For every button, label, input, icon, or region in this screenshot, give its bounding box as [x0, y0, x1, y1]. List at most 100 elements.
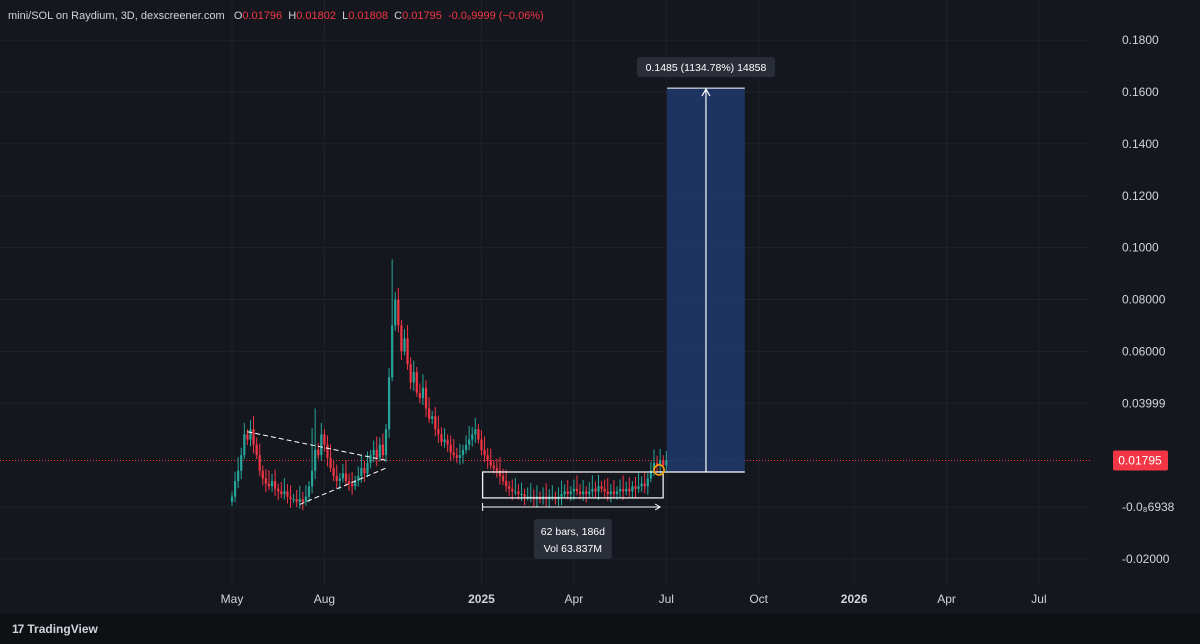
candle-body [406, 338, 409, 365]
grid-lines [0, 0, 1090, 585]
candle-body [458, 455, 462, 458]
candles [230, 259, 668, 511]
low-label: L [342, 10, 349, 22]
low-value: 0.01808 [348, 10, 388, 22]
candle-body [258, 455, 261, 471]
projection-arrow-head [701, 87, 711, 97]
y-axis[interactable]: 0.1800 0.1600 0.1400 0.1200 0.1000 0.08000 0.0… [1113, 33, 1175, 566]
candle-body [640, 483, 643, 487]
candle-body [455, 455, 458, 458]
x-tick-label[interactable]: Apr [565, 592, 584, 606]
candle-body [421, 387, 425, 399]
candle-body [329, 457, 332, 469]
candle-body [659, 460, 662, 466]
candle-body [286, 491, 289, 497]
candle-body [452, 452, 455, 456]
projection-layer: 0.1485 (1134.78%) 14858 [636, 57, 775, 473]
candle-body [240, 455, 243, 471]
candle-body [326, 444, 329, 458]
candle-body [597, 486, 600, 492]
candle-body [652, 462, 656, 471]
candle-body [338, 478, 341, 482]
y-tick-label[interactable]: -0.02000 [1122, 552, 1170, 566]
candle-body [323, 434, 326, 445]
candle-body [468, 439, 471, 445]
footer-bar: 17 TradingView [0, 614, 1200, 644]
candle-body [437, 429, 440, 435]
candle-body [233, 481, 237, 497]
candle-body [600, 486, 603, 489]
candle-body [317, 449, 320, 456]
candle-body [237, 470, 240, 482]
date-range-label-bg [533, 519, 612, 559]
y-tick-label[interactable]: 0.08000 [1122, 293, 1166, 307]
candle-body [344, 473, 348, 482]
candle-body [424, 387, 428, 409]
candle-body [483, 449, 486, 456]
projection-label-bg [636, 57, 775, 78]
candle-body [391, 325, 394, 378]
y-tick-label[interactable]: 0.03999 [1122, 396, 1166, 410]
x-tick-label[interactable]: May [221, 592, 244, 606]
y-tick-label[interactable]: 0.1600 [1122, 85, 1159, 99]
candle-body [246, 434, 249, 440]
x-tick-label[interactable]: Aug [314, 592, 335, 606]
candle-body [631, 486, 634, 492]
high-label: H [288, 10, 297, 22]
candle-body [295, 499, 298, 502]
x-tick-label[interactable]: Oct [749, 592, 768, 606]
candle-body [523, 494, 526, 497]
y-tick-label[interactable]: 0.1400 [1122, 137, 1159, 151]
candle-body [585, 491, 588, 495]
last-price-tag-bg [1113, 450, 1168, 471]
candle-body [400, 325, 403, 352]
candle-body [563, 491, 566, 495]
x-axis[interactable]: May Aug 2025 Apr Jul Oct 2026 Apr Jul [221, 592, 1047, 606]
open-label: O [233, 10, 243, 22]
candle-body [477, 429, 480, 440]
candle-body [508, 486, 511, 489]
x-tick-label[interactable]: Apr [937, 592, 956, 606]
y-tick-label[interactable]: 0.1000 [1122, 241, 1159, 255]
candle-body [526, 496, 529, 498]
candle-body [609, 491, 612, 495]
candle-body [486, 455, 489, 461]
candle-body [354, 481, 357, 487]
candle-body [270, 481, 274, 487]
candle-body [304, 496, 308, 502]
candle-body [665, 460, 668, 466]
candle-body [560, 494, 563, 497]
candle-body [366, 462, 369, 474]
candle-body [572, 488, 575, 492]
candle-body [618, 488, 622, 492]
candle-body [375, 449, 378, 458]
candle-body [267, 483, 271, 487]
x-tick-label[interactable]: Jul [659, 592, 674, 606]
candle-body [314, 449, 317, 471]
candle-body [428, 408, 431, 419]
x-tick-label[interactable]: 2026 [841, 592, 868, 606]
y-tick-label[interactable]: -0.0₈6938 [1122, 500, 1175, 514]
y-tick-label[interactable]: 0.1800 [1122, 33, 1159, 47]
drawing-tools: 62 bars, 186d Vol 63.837M [247, 431, 665, 559]
tradingview-brand[interactable]: 17 TradingView [12, 622, 98, 636]
y-tick-label[interactable]: 0.06000 [1122, 344, 1166, 358]
candle-body [646, 478, 649, 487]
breakout-marker [653, 464, 665, 476]
candle-body [440, 434, 443, 443]
y-tick-label[interactable]: 0.1200 [1122, 189, 1159, 203]
candle-body [575, 488, 579, 492]
close-value: 0.01795 [402, 10, 442, 22]
candle-body [578, 491, 582, 495]
candle-body [320, 434, 323, 456]
candle-body [412, 372, 415, 383]
candle-body [434, 416, 437, 430]
close-label: C [394, 10, 403, 22]
candle-body [634, 486, 637, 489]
candle-body [431, 416, 434, 419]
candle-body [628, 488, 631, 492]
x-tick-label[interactable]: Jul [1031, 592, 1046, 606]
x-tick-label[interactable]: 2025 [468, 592, 495, 606]
tradingview-logo-icon: 17 [12, 622, 24, 636]
price-chart[interactable]: 0.1485 (1134.78%) 14858 62 bars, 186d Vol… [0, 0, 1200, 614]
